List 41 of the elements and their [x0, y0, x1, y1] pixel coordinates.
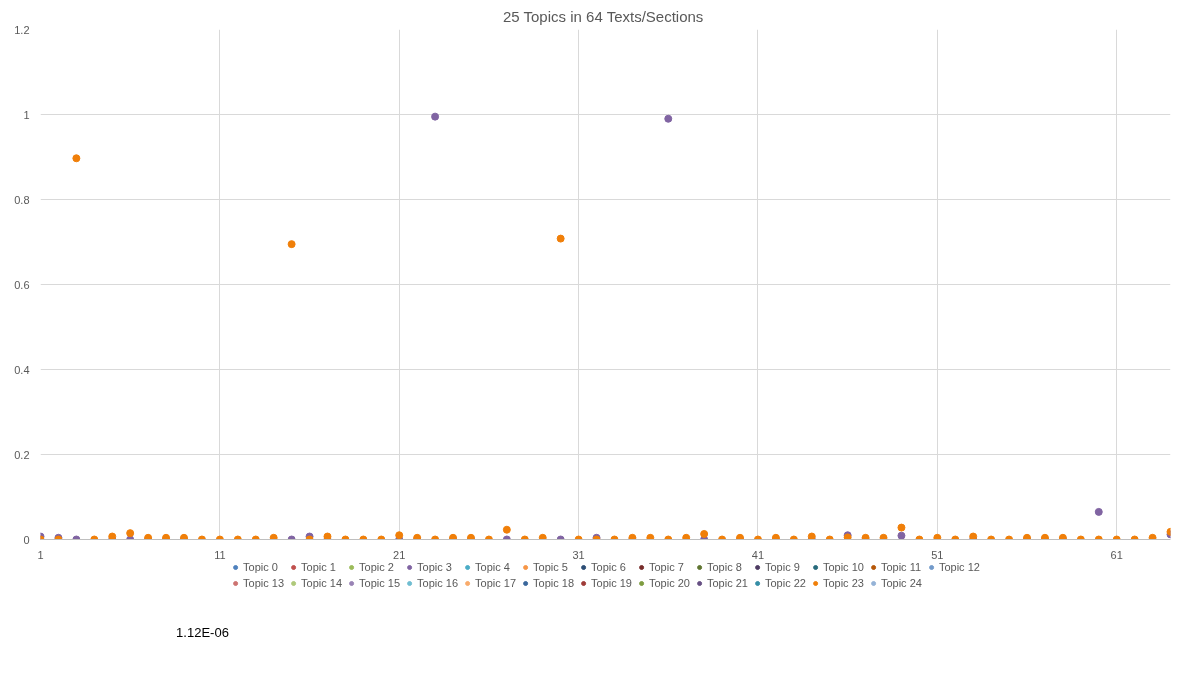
x-tick-label: 11	[214, 548, 226, 561]
legend-label: Topic 12	[938, 561, 980, 573]
legend-label: Topic 23	[822, 577, 864, 589]
legend-label: Topic 16	[417, 577, 459, 589]
legend-label: Topic 14	[301, 577, 343, 589]
legend-label: Topic 4	[475, 561, 510, 573]
legend-label: Topic 18	[533, 577, 575, 589]
x-tick-label: 41	[751, 548, 765, 561]
x-tick-label: 61	[1110, 548, 1123, 561]
legend-label: Topic 21	[706, 577, 748, 589]
legend-label: Topic 6	[591, 561, 626, 573]
y-tick-label: 1	[23, 108, 30, 121]
legend-label: Topic 8	[706, 561, 742, 573]
legend-label: Topic 11	[880, 561, 922, 573]
y-tick-label: 0.2	[14, 448, 30, 461]
legend-label: Topic 9	[764, 561, 800, 573]
legend-label: Topic 7	[648, 561, 684, 573]
y-tick-label: 0	[23, 533, 30, 546]
x-tick-label: 1	[37, 548, 44, 561]
y-tick-label: 0.8	[14, 193, 30, 206]
y-tick-label: 0.6	[14, 278, 30, 291]
y-tick-label: 1.2	[14, 23, 30, 36]
x-tick-label: 31	[572, 548, 585, 561]
legend-label: Topic 3	[417, 561, 452, 573]
text: 1.12E-06	[176, 624, 229, 640]
legend-label: Topic 22	[764, 577, 806, 589]
legend-label: Topic 20	[648, 577, 690, 589]
x-tick-label: 51	[931, 548, 944, 561]
legend-label: Topic 1	[301, 561, 336, 573]
legend-label: Topic 5	[533, 561, 568, 573]
x-tick-label: 21	[393, 548, 406, 561]
chart-title: 25 Topics in 64 Texts/Sections	[502, 7, 704, 25]
legend-label: Topic 0	[243, 561, 278, 573]
legend-label: Topic 19	[591, 577, 632, 589]
legend-label: Topic 13	[243, 577, 285, 589]
legend-label: Topic 2	[359, 561, 394, 573]
y-tick-label: 0.4	[14, 363, 30, 376]
legend-label: Topic 15	[359, 577, 401, 589]
legend-label: Topic 24	[880, 577, 922, 589]
legend-label: Topic 10	[822, 561, 864, 573]
legend-label: Topic 17	[475, 577, 517, 589]
